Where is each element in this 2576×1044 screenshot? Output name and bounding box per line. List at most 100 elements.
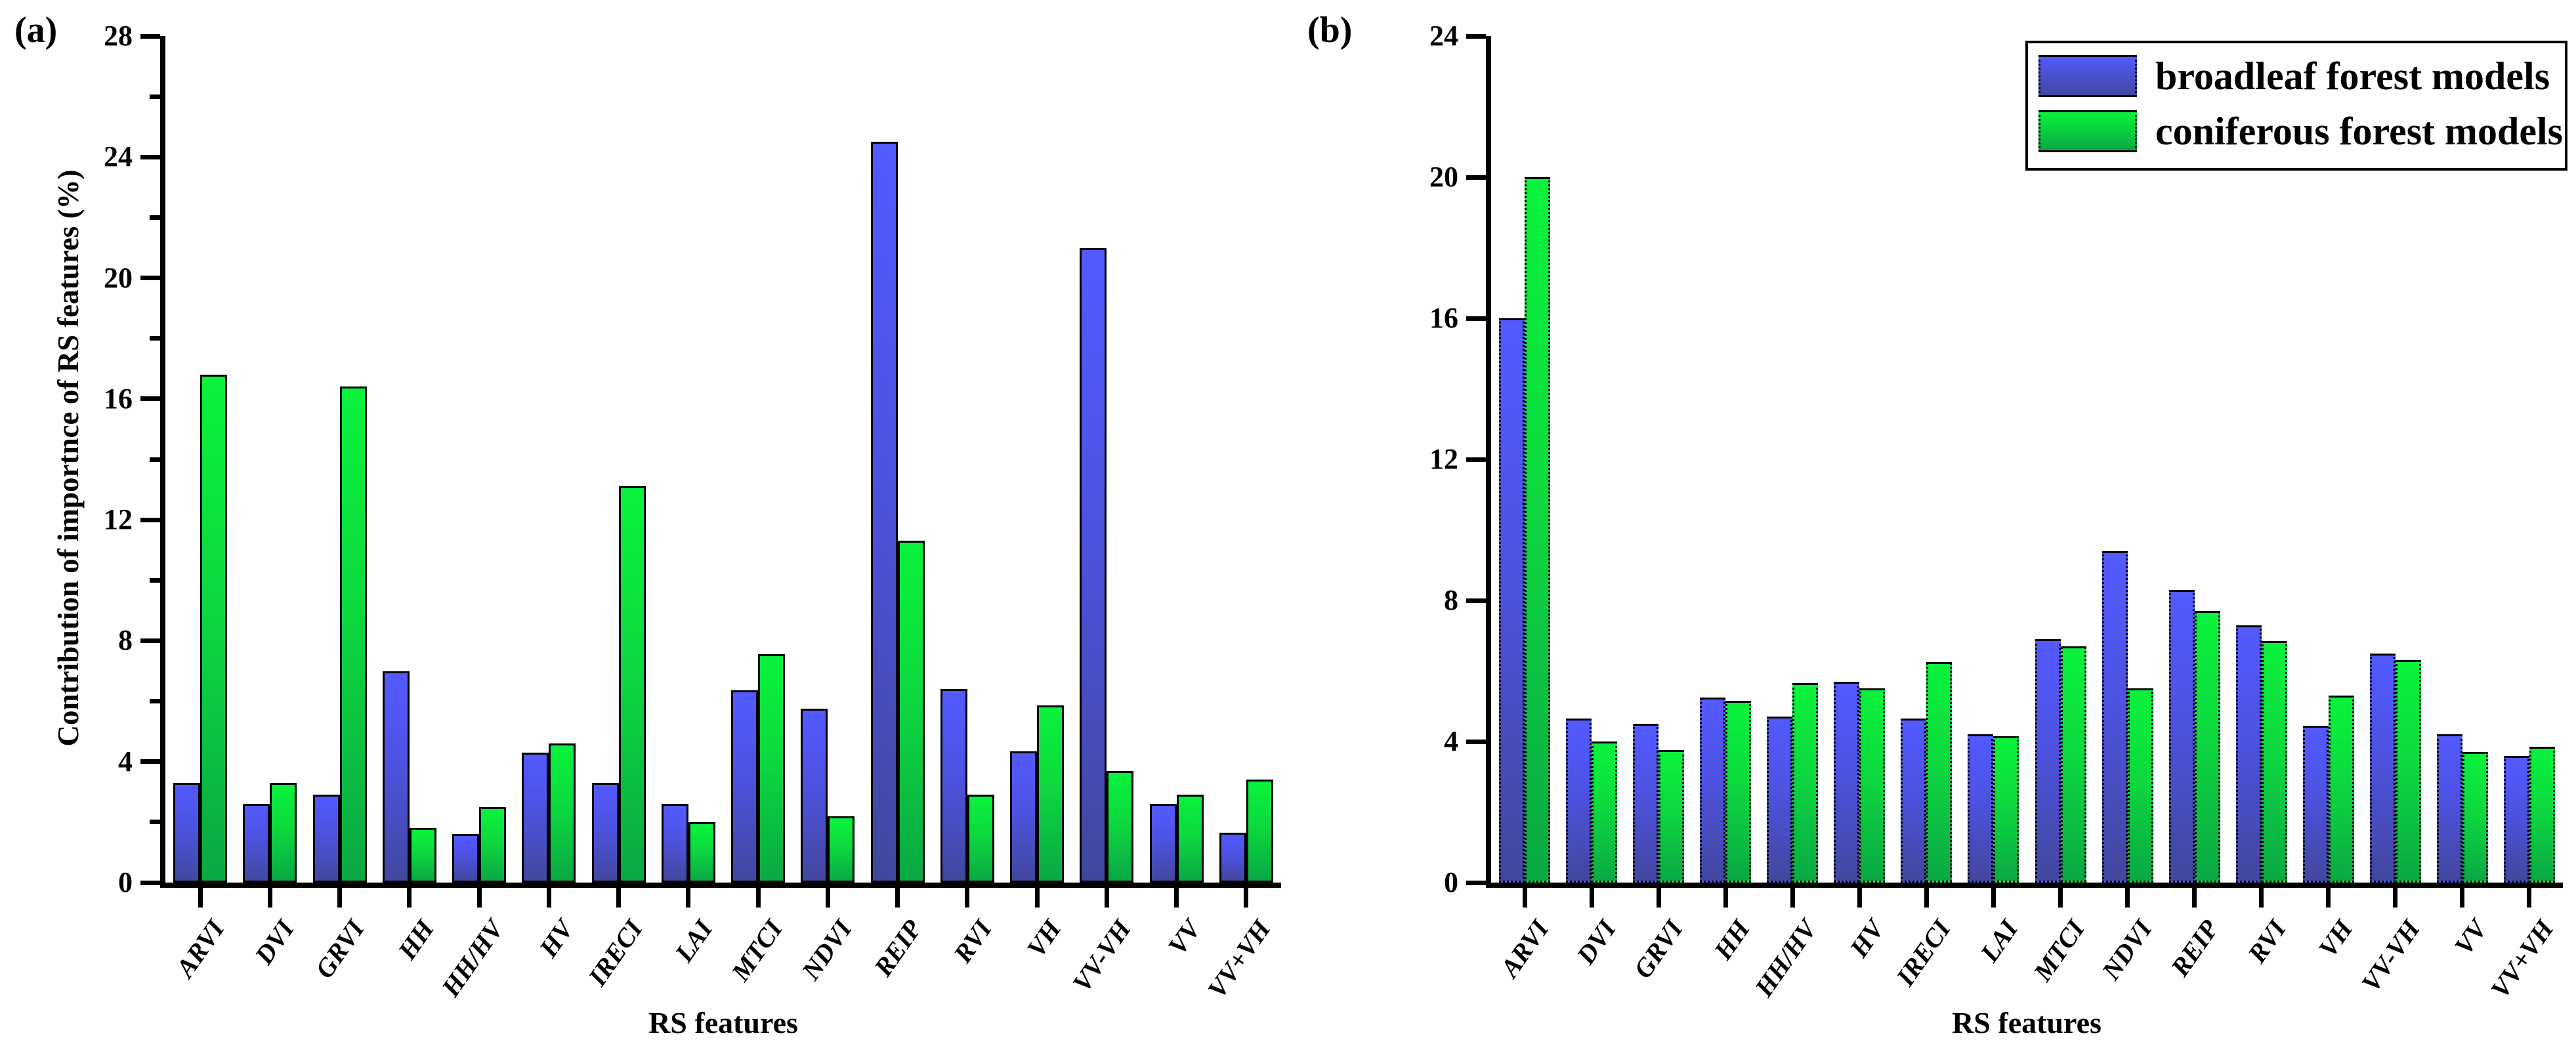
panel-a-x-category-label: RVI bbox=[947, 914, 998, 969]
panel-b-x-tick bbox=[1857, 888, 1862, 908]
panel-b-bar-coniferous-IRECI bbox=[1926, 662, 1953, 883]
panel-b-bar-broadleaf-VV bbox=[2436, 734, 2462, 883]
panel-b-y-tick-label: 4 bbox=[1444, 725, 1458, 757]
panel-a-x-category-label: IRECI bbox=[582, 914, 649, 992]
panel-a-y-tick bbox=[140, 276, 160, 281]
panel-b-x-tick bbox=[1522, 888, 1527, 908]
panel-a-x-category-label: NDVI bbox=[795, 914, 858, 986]
panel-a-bar-coniferous-RVI bbox=[967, 795, 994, 883]
panel-a-bar-coniferous-VV-VH bbox=[1107, 770, 1134, 883]
panel-a-label: (a) bbox=[14, 10, 58, 51]
panel-a-x-category-label: REIP bbox=[868, 914, 928, 982]
panel-a-bar-coniferous-HV bbox=[549, 743, 576, 883]
panel-b-x-category-label: VV bbox=[2448, 914, 2493, 961]
panel-a-x-tick bbox=[616, 888, 622, 908]
panel-b-bar-coniferous-GRVI bbox=[1658, 750, 1685, 883]
panel-a-bar-coniferous-HH bbox=[409, 828, 436, 883]
panel-b-x-tick bbox=[1790, 888, 1795, 908]
panel-b-bar-coniferous-HH bbox=[1725, 701, 1752, 883]
legend-swatch-coniferous bbox=[2038, 110, 2137, 152]
panel-b-bar-coniferous-RVI bbox=[2261, 640, 2287, 883]
panel-b-bar-broadleaf-RVI bbox=[2235, 625, 2262, 883]
panel-b-x-axis-title: RS features bbox=[1952, 1006, 2101, 1039]
panel-b-x-tick bbox=[1656, 888, 1661, 908]
panel-b-bar-broadleaf-GRVI bbox=[1633, 724, 1659, 883]
panel-b-y-tick bbox=[1466, 33, 1486, 39]
panel-a-x-tick bbox=[686, 888, 691, 908]
panel-b-y-tick bbox=[1466, 598, 1486, 603]
panel-a-y-tick-label: 16 bbox=[104, 382, 133, 415]
panel-b-bar-coniferous-VV-VH bbox=[2395, 660, 2421, 883]
panel-a-bar-broadleaf-VH bbox=[1010, 751, 1038, 883]
panel-a-bar-broadleaf-HV bbox=[522, 752, 549, 883]
panel-b-x-tick bbox=[2125, 888, 2130, 908]
panel-b-bar-broadleaf-VV+VH bbox=[2503, 755, 2529, 883]
panel-b-y-tick-label: 0 bbox=[1444, 866, 1458, 898]
panel-a-bar-coniferous-DVI bbox=[270, 782, 297, 883]
panel-b-bar-broadleaf-HV bbox=[1834, 681, 1860, 883]
panel-b-x-tick bbox=[2259, 888, 2264, 908]
panel-b-x-category-label: VV-VH bbox=[2355, 914, 2426, 997]
legend-entry-broadleaf: broadleaf forest models bbox=[2038, 52, 2550, 100]
panel-b-x-tick bbox=[2460, 888, 2465, 908]
panel-a-y-tick bbox=[140, 33, 160, 39]
panel-a-x-tick bbox=[546, 888, 551, 908]
panel-a-x-tick bbox=[895, 888, 900, 908]
y-axis-title: Contribution of importnce of RS features… bbox=[52, 169, 85, 747]
panel-b-x-category-label: ARVI bbox=[1494, 914, 1555, 983]
panel-a-x-category-label: VV-VH bbox=[1066, 914, 1137, 997]
panel-b-x-tick bbox=[1991, 888, 1996, 908]
panel-a-y-tick bbox=[140, 396, 160, 402]
panel-b-y-tick-label: 24 bbox=[1429, 20, 1458, 52]
panel-b-x-tick bbox=[2393, 888, 2398, 908]
panel-b-x-category-label: LAI bbox=[1974, 914, 2024, 968]
panel-a-y-tick bbox=[140, 154, 160, 159]
panel-b-y-tick bbox=[1466, 457, 1486, 462]
panel-a-bar-coniferous-VH bbox=[1037, 705, 1065, 883]
panel-a-bar-broadleaf-VV+VH bbox=[1219, 832, 1246, 883]
legend-label-coniferous: coniferous forest models bbox=[2155, 110, 2564, 153]
panel-b-bar-coniferous-HV bbox=[1859, 688, 1886, 883]
panel-a-plot-area: 0 4 8 12 16 20 24 28 ARVI DVI GRVI HH HH/HV HV IRECI LA… bbox=[104, 20, 1281, 1003]
panel-a-bar-broadleaf-IRECI bbox=[591, 782, 619, 883]
panel-a-bar-broadleaf-VV-VH bbox=[1080, 247, 1107, 883]
panel-b-x-category-label: MTCI bbox=[2027, 914, 2091, 987]
panel-b-plot-area: 0 4 8 12 16 20 24 ARVI DVI GRVI HH HH/HV HV IRECI LAI M… bbox=[1429, 20, 2563, 1003]
panel-a-y-tick-label: 8 bbox=[118, 624, 133, 657]
panel-b-bar-coniferous-HH/HV bbox=[1792, 683, 1819, 883]
panel-a-bar-coniferous-ARVI bbox=[200, 375, 228, 883]
panel-b-bar-broadleaf-REIP bbox=[2168, 589, 2195, 883]
panel-a-y-tick bbox=[140, 517, 160, 522]
panel-b-bar-broadleaf-NDVI bbox=[2101, 551, 2128, 883]
panel-a-x-category-label: DVI bbox=[249, 914, 301, 970]
panel-a-bar-broadleaf-VV bbox=[1149, 804, 1177, 883]
panel-b-x-category-label: DVI bbox=[1571, 914, 1622, 970]
panel-a-x-tick bbox=[337, 888, 343, 908]
panel-a-x-category-label: HH bbox=[391, 914, 440, 965]
panel-a-x-tick bbox=[198, 888, 203, 908]
panel-a-y-minor-tick bbox=[150, 699, 160, 704]
panel-b-bar-broadleaf-ARVI bbox=[1499, 318, 1525, 883]
panel-a-bar-broadleaf-NDVI bbox=[801, 709, 828, 883]
panel-a-bar-coniferous-MTCI bbox=[758, 654, 786, 883]
panel-b-x-tick bbox=[1924, 888, 1929, 908]
panel-b-y-axis-line bbox=[1486, 36, 1491, 888]
panel-a-y-axis-line bbox=[160, 36, 165, 888]
panel-b-bar-broadleaf-VH bbox=[2302, 725, 2329, 883]
panel-a-x-category-label: HH/HV bbox=[435, 914, 509, 1002]
panel-b-bar-coniferous-VH bbox=[2328, 696, 2354, 883]
panel-b-x-category-label: VH bbox=[2312, 914, 2359, 963]
panel-b-x-category-label: HH/HV bbox=[1748, 914, 1823, 1002]
panel-b-y-tick bbox=[1466, 739, 1486, 744]
panel-b-bar-broadleaf-MTCI bbox=[2035, 639, 2061, 883]
panel-a-bar-coniferous-LAI bbox=[688, 822, 715, 883]
panel-a-y-minor-tick bbox=[150, 215, 160, 220]
panel-a-x-axis-line bbox=[160, 883, 1281, 888]
panel-a-bar-coniferous-NDVI bbox=[828, 816, 855, 883]
panel-a-x-tick bbox=[825, 888, 830, 908]
panel-a-bar-coniferous-REIP bbox=[897, 541, 925, 883]
panel-b-x-tick bbox=[1723, 888, 1728, 908]
panel-b-bar-coniferous-NDVI bbox=[2127, 688, 2153, 883]
panel-b-bar-coniferous-VV+VH bbox=[2529, 747, 2555, 883]
panel-b-y-tick-label: 16 bbox=[1429, 302, 1458, 334]
